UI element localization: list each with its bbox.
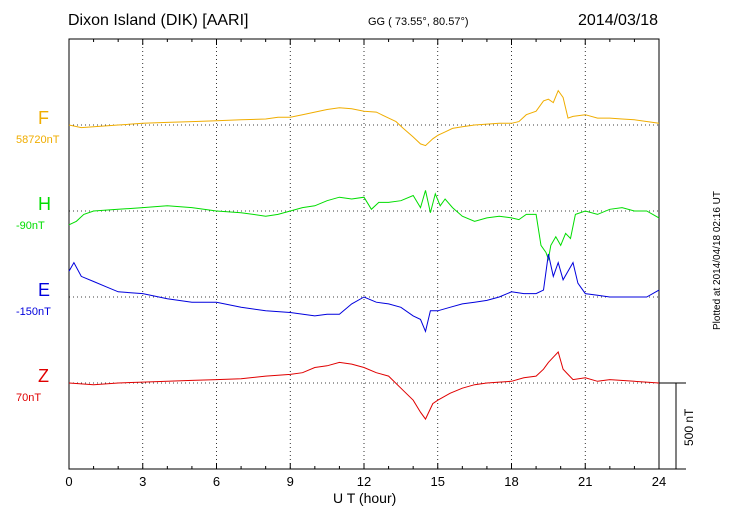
series-line-f [68, 89, 660, 147]
baseline-label-h: -90nT [16, 220, 45, 232]
x-tick-label: 3 [139, 474, 146, 489]
x-tick-label: 24 [652, 474, 666, 489]
station-coordinates: GG ( 73.55°, 80.57°) [368, 16, 469, 28]
x-tick-label: 0 [65, 474, 72, 489]
x-axis-label: U T (hour) [333, 490, 397, 506]
x-tick-label: 18 [504, 474, 518, 489]
x-tick-label: 21 [578, 474, 592, 489]
x-tick-label: 12 [357, 474, 371, 489]
x-tick-label: 15 [431, 474, 445, 489]
baseline-label-f: 58720nT [16, 134, 60, 146]
component-label-f: F [38, 108, 49, 128]
component-label-e: E [38, 280, 51, 300]
scale-bar-label: 500 nT [682, 408, 696, 446]
plotted-timestamp: Plotted at 2014/04/18 02:16 UT [712, 191, 723, 330]
station-title: Dixon Island (DIK) [AARI] [68, 12, 249, 29]
series-line-z [68, 351, 660, 421]
baseline-label-e: -150nT [16, 306, 51, 318]
component-label-h: H [38, 194, 51, 214]
x-tick-label: 6 [213, 474, 220, 489]
series-line-h [68, 190, 660, 262]
component-label-z: Z [38, 366, 49, 386]
chart-date: 2014/03/18 [578, 12, 659, 29]
series-line-e [68, 253, 660, 334]
x-tick-label: 9 [287, 474, 294, 489]
baseline-label-z: 70nT [16, 392, 42, 404]
